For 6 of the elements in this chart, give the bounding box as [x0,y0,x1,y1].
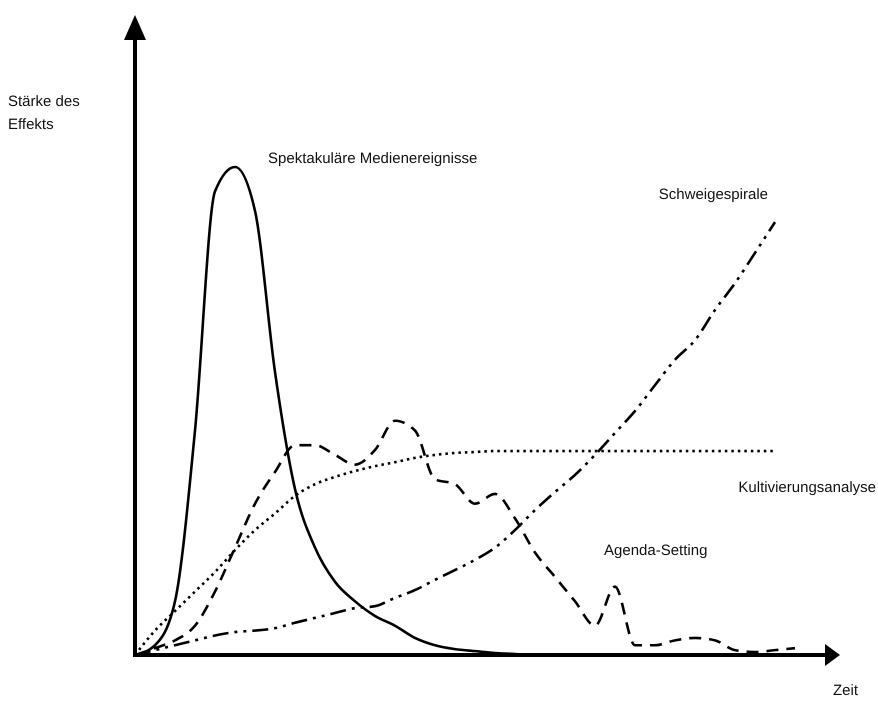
series-label: Agenda-Setting [604,542,708,559]
series-label: Spektakuläre Medienereignisse [268,150,478,167]
x-axis-title: Zeit [832,682,859,699]
series-label: Kultivierungsanalyse [738,479,876,496]
series-label: Schweigespirale [658,186,768,203]
y-axis-title: Stärke des Effekts [8,93,80,133]
